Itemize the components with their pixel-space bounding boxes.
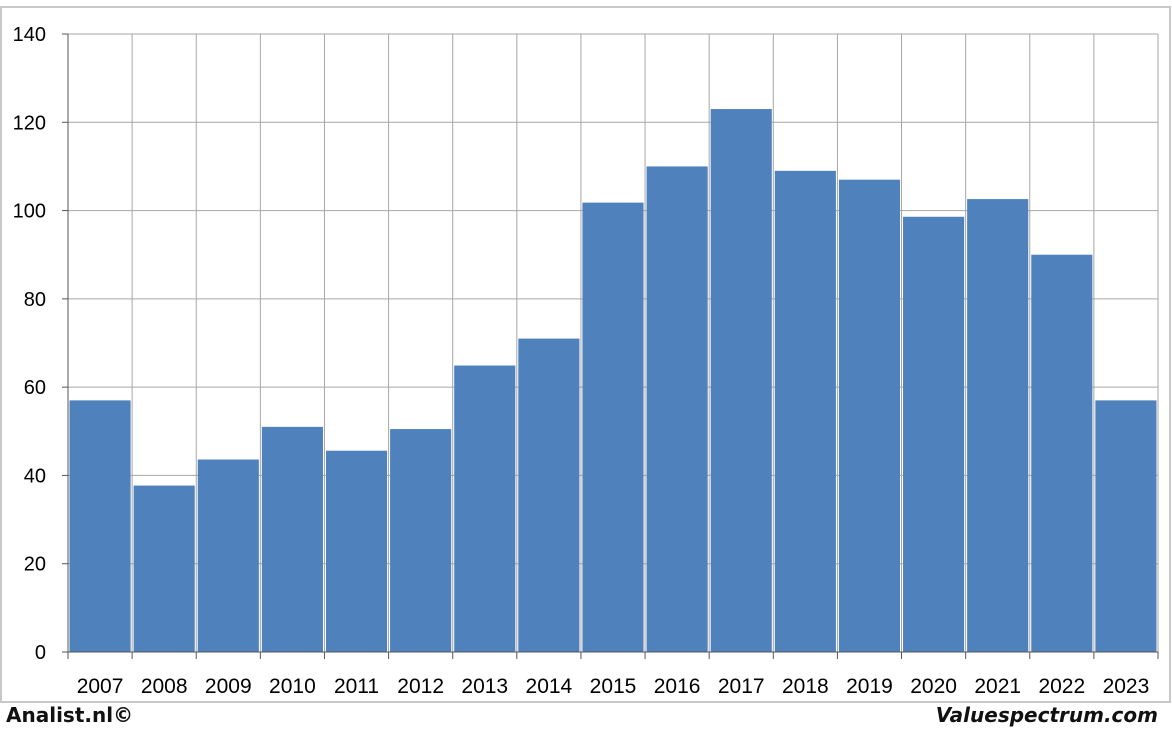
x-tick-label: 2008 — [141, 675, 188, 698]
bar-2016 — [646, 166, 708, 652]
bar-2012 — [390, 429, 452, 652]
bar-2018 — [774, 170, 836, 653]
axes — [62, 33, 1159, 659]
x-tick-label: 2011 — [334, 675, 379, 698]
bar-2011 — [325, 450, 388, 652]
x-tick-label: 2021 — [974, 675, 1021, 698]
x-tick-label: 2009 — [205, 675, 252, 698]
x-tick-label: 2015 — [590, 675, 637, 698]
y-tick-labels: 0 20 40 60 80 100 120 140 — [13, 24, 46, 664]
y-tick-label: 60 — [24, 377, 46, 399]
x-tick-label: 2016 — [654, 675, 701, 698]
source-credit: Analist.nl© — [6, 703, 134, 727]
provider-credit: Valuespectrum.com — [935, 703, 1158, 727]
bar-2010 — [261, 426, 323, 652]
y-tick-label: 140 — [13, 24, 46, 46]
x-tick-label: 2013 — [461, 675, 508, 698]
x-tick-labels: 2007 2008 2009 2010 2011 2012 2013 2014 2015 2016… — [77, 675, 1150, 698]
bar-2015 — [582, 202, 644, 652]
bar-2017 — [710, 109, 772, 653]
bar-2008 — [133, 485, 195, 652]
bar-2009 — [197, 459, 259, 652]
y-tick-label: 0 — [35, 642, 46, 664]
x-tick-label: 2017 — [718, 675, 765, 698]
x-tick-label: 2014 — [526, 675, 573, 698]
bar-2023 — [1095, 400, 1157, 652]
bar-2020 — [903, 216, 965, 652]
x-tick-label: 2018 — [782, 675, 829, 698]
bar-2019 — [838, 179, 901, 652]
y-tick-label: 40 — [24, 465, 46, 487]
y-tick-label: 120 — [13, 112, 46, 134]
bars — [69, 109, 1157, 653]
x-tick-label: 2020 — [910, 675, 957, 698]
x-tick-label: 2010 — [269, 675, 316, 698]
bar-2021 — [967, 199, 1029, 652]
bar-2013 — [454, 365, 516, 652]
x-tick-label: 2019 — [846, 675, 893, 698]
x-tick-label: 2022 — [1038, 675, 1085, 698]
y-tick-label: 80 — [24, 289, 46, 311]
bar-2022 — [1031, 254, 1093, 652]
x-tick-label: 2023 — [1103, 675, 1150, 698]
y-tick-label: 20 — [24, 554, 46, 576]
bar-2014 — [518, 338, 580, 652]
y-tick-label: 100 — [13, 201, 46, 223]
bar-2007 — [69, 400, 131, 652]
x-tick-label: 2012 — [397, 675, 444, 698]
x-tick-label: 2007 — [77, 675, 124, 698]
